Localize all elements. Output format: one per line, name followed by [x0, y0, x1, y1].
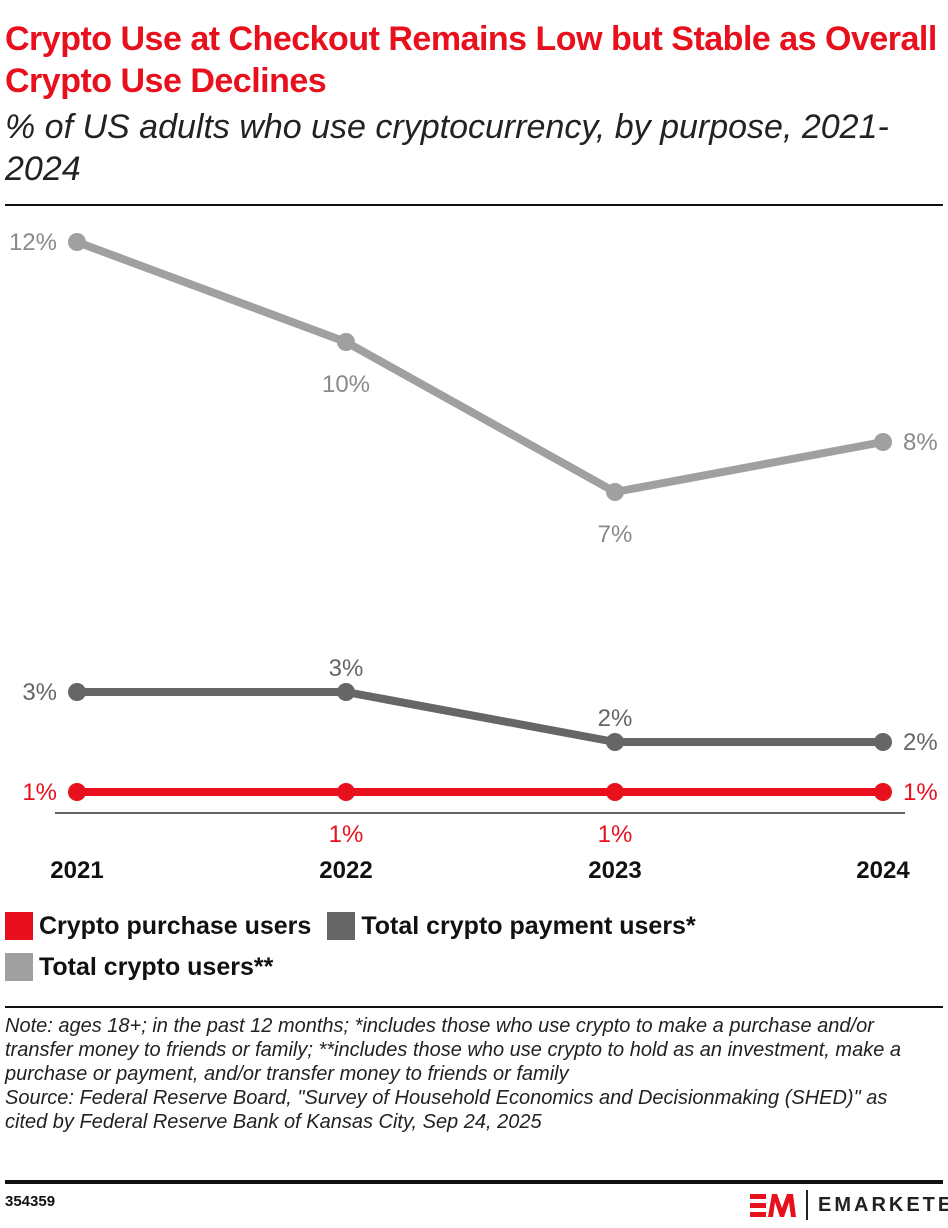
- data-point: [337, 333, 355, 351]
- emarketer-logo: EMARKETER: [750, 1190, 948, 1220]
- data-point: [68, 233, 86, 251]
- x-tick-label: 2024: [856, 857, 910, 884]
- data-label: 1%: [329, 821, 364, 848]
- line-chart: 2021 2022 2023 2024 12% 10% 7% 8% 3% 3% 2% 2% 1% 1% 1%…: [9, 229, 938, 884]
- data-label: 8%: [903, 429, 938, 456]
- legend-item: Total crypto users**: [5, 947, 273, 987]
- data-label: 10%: [322, 371, 370, 398]
- legend-swatch: [5, 953, 33, 981]
- chart-title: Crypto Use at Checkout Remains Low but S…: [5, 20, 937, 100]
- data-label: 1%: [22, 779, 57, 806]
- x-tick-label: 2023: [588, 857, 641, 884]
- data-point: [874, 433, 892, 451]
- data-label: 12%: [9, 229, 57, 256]
- legend-swatch: [327, 912, 356, 940]
- legend-label: Total crypto payment users*: [361, 911, 696, 940]
- data-label: 2%: [598, 705, 633, 732]
- data-label: 2%: [903, 729, 938, 756]
- footnote: Note: ages 18+; in the past 12 months; *…: [5, 1014, 935, 1134]
- em-logo-icon: [750, 1194, 796, 1217]
- data-point: [68, 683, 86, 701]
- data-point: [874, 783, 892, 801]
- divider: [5, 1180, 943, 1184]
- legend-label: Total crypto users**: [39, 952, 274, 981]
- legend: Crypto purchase users Total crypto paymen…: [5, 906, 935, 988]
- source-text: Source: Federal Reserve Board, "Survey o…: [5, 1087, 888, 1133]
- legend-label: Crypto purchase users: [39, 911, 312, 940]
- data-point: [606, 733, 624, 751]
- data-point: [606, 483, 624, 501]
- divider: [5, 204, 943, 206]
- data-label: 3%: [22, 679, 57, 706]
- note-text: Note: ages 18+; in the past 12 months; *…: [5, 1015, 901, 1085]
- data-point: [68, 783, 86, 801]
- legend-swatch: [5, 912, 33, 940]
- data-point: [337, 683, 355, 701]
- data-point: [874, 733, 892, 751]
- chart-id: 354359: [5, 1193, 56, 1210]
- x-tick-label: 2022: [319, 857, 372, 884]
- data-point: [337, 783, 355, 801]
- divider: [5, 1006, 943, 1008]
- legend-item: Total crypto payment users*: [327, 906, 696, 946]
- series-line: [77, 688, 883, 746]
- data-label: 3%: [329, 655, 364, 682]
- brand-name: EMARKETER: [806, 1190, 948, 1220]
- legend-item: Crypto purchase users: [5, 906, 311, 946]
- data-label: 7%: [598, 521, 633, 548]
- x-tick-label: 2021: [50, 857, 103, 884]
- chart-subtitle: % of US adults who use cryptocurrency, b…: [5, 108, 889, 188]
- data-label: 1%: [598, 821, 633, 848]
- series-line: [75, 238, 884, 496]
- data-point: [606, 783, 624, 801]
- data-label: 1%: [903, 779, 938, 806]
